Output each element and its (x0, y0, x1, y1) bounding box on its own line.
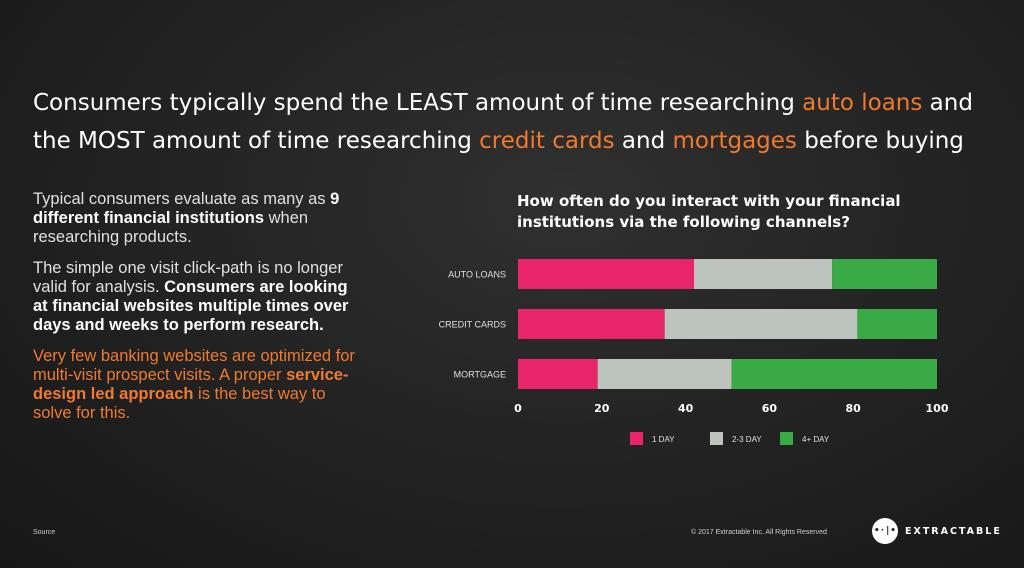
text: when researching products. (33, 209, 309, 246)
stacked-bar-chart: AUTO LOANS CREDIT CARDS MORTGAGE 0 20 40 60 80 1… (439, 259, 949, 445)
bar-segment (597, 359, 732, 389)
headline-part: before buying (796, 128, 964, 154)
bar-segment (518, 309, 665, 339)
bar-segment (693, 259, 833, 289)
category-label: MORTGAGE (454, 370, 506, 380)
bar-segment (518, 359, 598, 389)
x-tick-label: 40 (678, 402, 694, 415)
chart-title: How often do you interact with your fina… (517, 192, 901, 231)
headline-highlight-mortgages: mortgages (672, 128, 797, 154)
text: Very few banking websites are optimized … (33, 347, 355, 384)
bar-segment (664, 309, 858, 339)
footer-source: Source (33, 529, 56, 536)
headline-highlight-credit-cards: credit cards (479, 128, 615, 154)
bar-segment (731, 359, 937, 389)
text: The simple one visit click-path is no lo… (33, 259, 343, 296)
category-label: AUTO LOANS (448, 270, 506, 280)
headline-part: and (614, 128, 673, 154)
left-text-column: Typical consumers evaluate as many as 9 … (33, 190, 363, 435)
text: is the best way to solve for this. (33, 385, 326, 422)
logo-mark-icon: •·|• (872, 518, 898, 544)
legend-swatch (780, 432, 793, 445)
legend-label: 4+ DAY (802, 435, 830, 444)
headline-highlight-auto-loans: auto loans (802, 90, 923, 116)
x-tick-label: 60 (762, 402, 778, 415)
legend-label: 2-3 DAY (732, 435, 762, 444)
bar-segment (832, 259, 937, 289)
legend-swatch (710, 432, 723, 445)
x-tick-label: 20 (594, 402, 610, 415)
paragraph-recommendation: Very few banking websites are optimized … (33, 347, 363, 423)
extractable-logo: •·|• EXTRACTABLE (872, 518, 1002, 544)
paragraph-institutions: Typical consumers evaluate as many as 9 … (33, 190, 363, 247)
headline-part: Consumers typically spend the LEAST amou… (33, 90, 803, 116)
x-tick-label: 80 (846, 402, 862, 415)
legend-label: 1 DAY (652, 435, 675, 444)
headline-part: and the MOST amount of time researching (33, 90, 973, 154)
x-tick-label: 100 (926, 402, 949, 415)
category-label: CREDIT CARDS (439, 320, 506, 330)
footer-copyright: © 2017 Extractable Inc. All Rights Reser… (691, 529, 827, 536)
text: Typical consumers evaluate as many as (33, 190, 331, 208)
text-bold: service-design led approach (33, 366, 349, 403)
bar-segment (857, 309, 937, 339)
logo-text: EXTRACTABLE (905, 525, 1002, 537)
paragraph-click-path: The simple one visit click-path is no lo… (33, 259, 363, 335)
text-bold: 9 different financial institutions (33, 190, 340, 227)
legend-swatch (630, 432, 643, 445)
bar-segment (518, 259, 694, 289)
headline: Consumers typically spend the LEAST amou… (33, 84, 993, 160)
x-tick-label: 0 (514, 402, 522, 415)
text-bold: Consumers are looking at financial websi… (33, 278, 349, 334)
